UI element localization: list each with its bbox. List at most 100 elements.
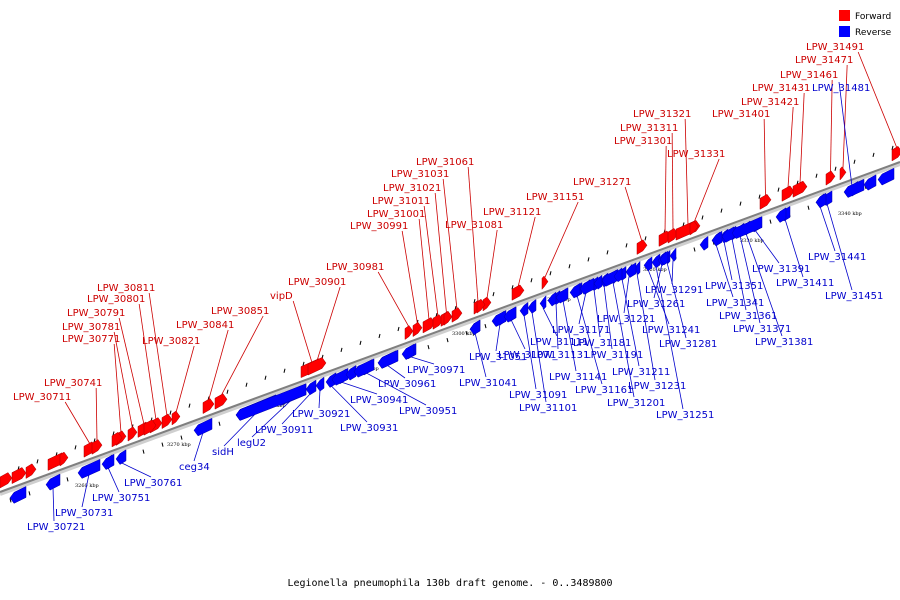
- reverse-gene-label: LPW_31281: [659, 339, 717, 350]
- reverse-gene-label: LPW_30751: [92, 493, 150, 504]
- reverse-gene: [527, 298, 537, 314]
- reverse-gene-label: LPW_31221: [597, 314, 655, 325]
- forward-gene-label: LPW_30841: [176, 320, 234, 331]
- reverse-gene: [651, 253, 661, 269]
- reverse-gene-label: LPW_31051: [469, 352, 527, 363]
- forward-gene: [404, 325, 414, 340]
- reverse-gene-label: LPW_31341: [706, 298, 764, 309]
- reverse-gene-label: LPW_31291: [645, 285, 703, 296]
- scale-tick: [739, 201, 742, 206]
- leader-line: [474, 332, 487, 378]
- forward-gene: [143, 419, 157, 436]
- reverse-gene: [331, 367, 349, 386]
- leader-line: [754, 229, 780, 264]
- forward-genes: [0, 145, 900, 489]
- forward-gene: [59, 451, 69, 467]
- leader-line: [562, 300, 577, 372]
- reverse-gene: [45, 473, 61, 491]
- forward-gene-label: LPW_31421: [741, 97, 799, 108]
- reverse-gene: [601, 268, 619, 287]
- forward-gene-label: LPW_30791: [67, 308, 125, 319]
- leader-line: [510, 319, 526, 350]
- leader-line: [715, 244, 734, 298]
- scale-tick: [815, 173, 818, 178]
- scale-tick: [180, 435, 183, 440]
- scale-tick: [568, 264, 571, 269]
- reverse-gene-label: LPW_30971: [407, 365, 465, 376]
- leader-line: [731, 238, 747, 311]
- scale-label: 3340 kbp: [838, 211, 862, 217]
- reverse-gene-label: LPW_30941: [350, 395, 408, 406]
- forward-gene-label: LPW_31401: [712, 109, 770, 120]
- reverse-gene-label: LPW_31171: [552, 325, 610, 336]
- legend: Forward Reverse: [839, 10, 892, 38]
- leader-line: [318, 389, 321, 409]
- reverse-gene: [77, 458, 101, 479]
- reverse-gene-label: LPW_30931: [340, 423, 398, 434]
- reverse-gene: [711, 230, 723, 247]
- leader-line: [418, 218, 430, 320]
- scale-tick: [587, 257, 590, 262]
- scale-tick: [264, 375, 267, 380]
- forward-gene-label: LPW_31121: [483, 207, 541, 218]
- reverse-gene-label: LPW_31371: [733, 324, 791, 335]
- leader-line: [409, 356, 435, 365]
- forward-gene-label: LPW_31151: [526, 192, 584, 203]
- scale-tick: [397, 326, 400, 332]
- scale-tick: [283, 368, 286, 373]
- leader-lines: [52, 51, 898, 522]
- reverse-gene-label: LPW_31451: [825, 291, 883, 302]
- leader-line: [220, 315, 264, 397]
- leader-line: [636, 273, 656, 381]
- leader-line: [787, 106, 794, 189]
- leader-line: [819, 206, 836, 252]
- leader-line: [517, 216, 536, 288]
- leader-line: [292, 300, 313, 363]
- reverse-gene: [547, 291, 557, 307]
- reverse-gene: [613, 267, 623, 283]
- leader-line: [531, 311, 547, 403]
- leader-line: [467, 166, 479, 302]
- scale-tick: [484, 324, 487, 329]
- leader-line: [857, 51, 898, 149]
- forward-gene-label: LPW_31031: [391, 169, 449, 180]
- scale-tick: [777, 187, 780, 192]
- scale-tick: [142, 449, 145, 454]
- forward-gene: [636, 239, 648, 255]
- forward-gene: [689, 220, 699, 236]
- scale-tick: [511, 285, 514, 290]
- reverse-gene-label: LPW_31391: [752, 264, 810, 275]
- legend-forward-swatch: [839, 10, 850, 21]
- leader-line: [340, 381, 378, 395]
- leader-line: [377, 271, 410, 328]
- reverse-gene-label: LPW_31191: [585, 350, 643, 361]
- scale-tick: [218, 421, 221, 426]
- leader-line: [693, 158, 720, 223]
- reverse-gene-label: LPW_31241: [642, 325, 700, 336]
- scale-label: 3320 kbp: [643, 267, 667, 273]
- scale-tick: [74, 445, 77, 450]
- reverse-gene: [877, 167, 895, 186]
- forward-gene: [91, 439, 103, 455]
- forward-gene-label: LPW_30991: [350, 221, 408, 232]
- forward-gene-label: LPW_31081: [445, 220, 503, 231]
- scale-tick: [853, 159, 856, 164]
- leader-line: [544, 201, 579, 278]
- leader-line: [542, 307, 558, 337]
- leader-line: [281, 392, 312, 425]
- forward-gene: [759, 193, 772, 210]
- forward-gene: [443, 310, 453, 326]
- forward-gene-label: LPW_31331: [667, 149, 725, 160]
- scale-tick: [834, 166, 837, 171]
- scale-tick: [625, 243, 628, 248]
- reverse-gene: [539, 295, 547, 310]
- leader-line: [655, 266, 684, 410]
- scale-tick: [188, 403, 191, 408]
- scale-tick: [36, 459, 39, 464]
- reverse-gene-label: LPW_31251: [656, 410, 714, 421]
- scale-tick: [701, 215, 704, 220]
- forward-gene: [161, 413, 173, 430]
- leader-line: [118, 317, 145, 425]
- scale-tick: [9, 498, 12, 503]
- leader-line: [799, 92, 805, 184]
